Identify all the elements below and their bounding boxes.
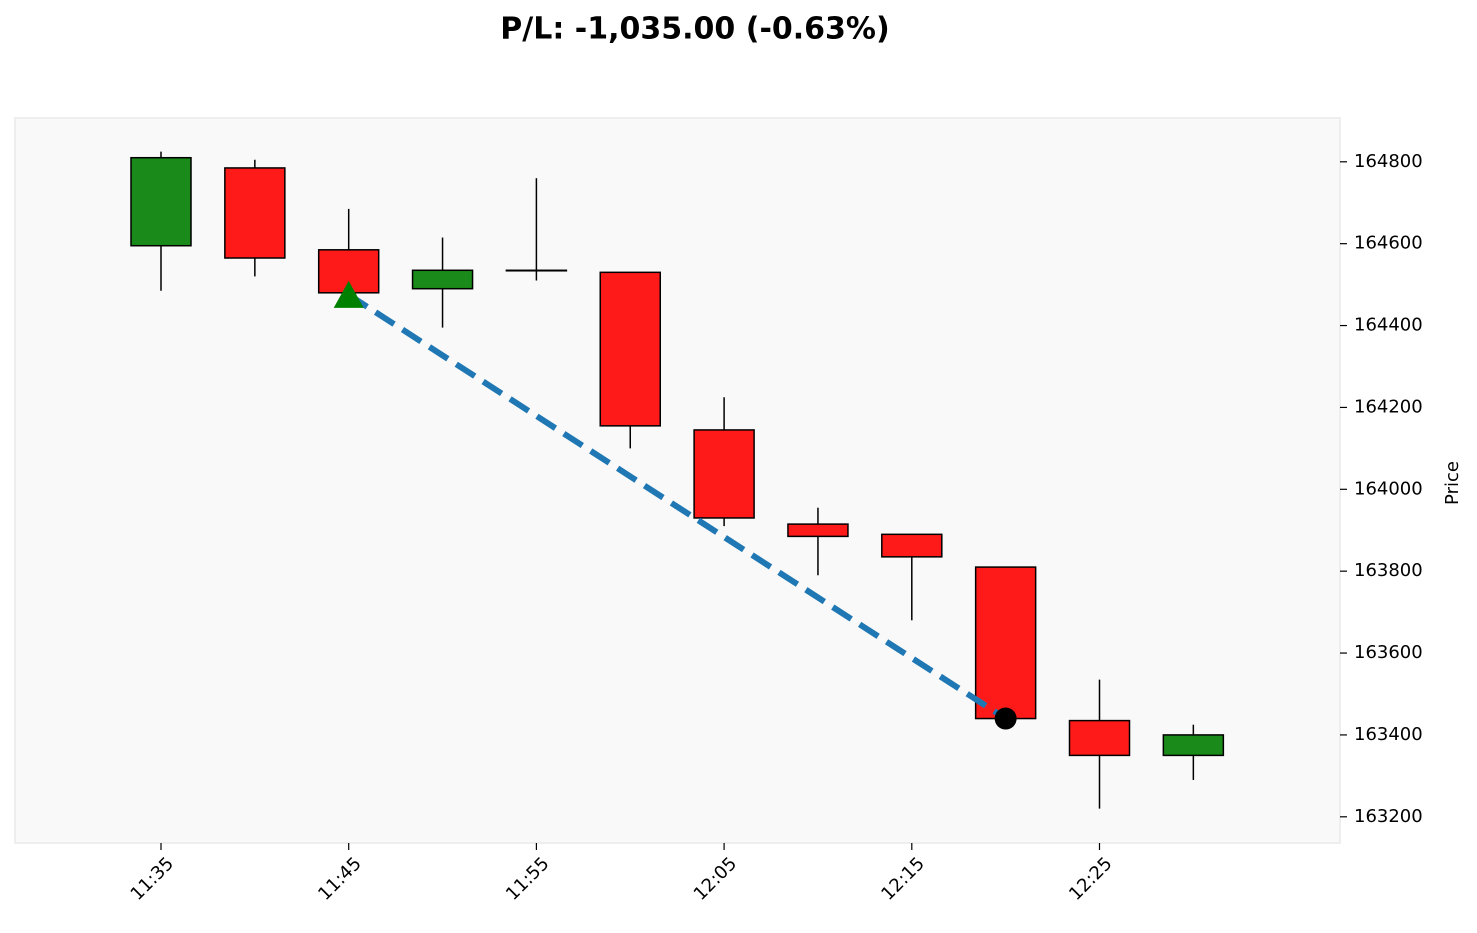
x-tick-label: 11:35 [127,853,179,905]
x-tick-label: 12:15 [877,853,929,905]
x-tick-label: 11:55 [502,853,554,905]
y-tick-label: 163800 [1354,560,1423,581]
candle-body [130,156,192,247]
y-tick-label: 164400 [1354,315,1423,336]
x-tick-label: 11:45 [314,853,366,905]
trade-line [347,292,1008,722]
candle-body [1162,734,1225,757]
exit-marker [994,707,1017,730]
y-tick-label: 164800 [1354,151,1423,172]
candle-body [599,271,661,427]
candle-body [505,269,568,272]
y-tick-label: 163600 [1354,642,1423,663]
candle-body [224,167,286,259]
y-tick-label: 163200 [1354,806,1423,827]
entry-marker [333,280,364,308]
y-tick-label: 164200 [1354,396,1423,417]
candle-body [411,269,474,290]
x-tick-label: 12:25 [1065,853,1117,905]
candle-body [881,533,943,558]
y-tick-label: 164000 [1354,478,1423,499]
candle-body [974,566,1037,720]
y-tick-label: 163400 [1354,724,1423,745]
y-tick-label: 164600 [1354,233,1423,254]
y-axis-label: Price [1442,461,1463,505]
candle-body [1068,719,1131,757]
candle-body [693,429,755,519]
chart-title: P/L: -1,035.00 (-0.63%) [500,12,889,47]
plot-area [14,117,1341,844]
candle-body [787,523,849,538]
x-tick-label: 12:05 [690,853,742,905]
